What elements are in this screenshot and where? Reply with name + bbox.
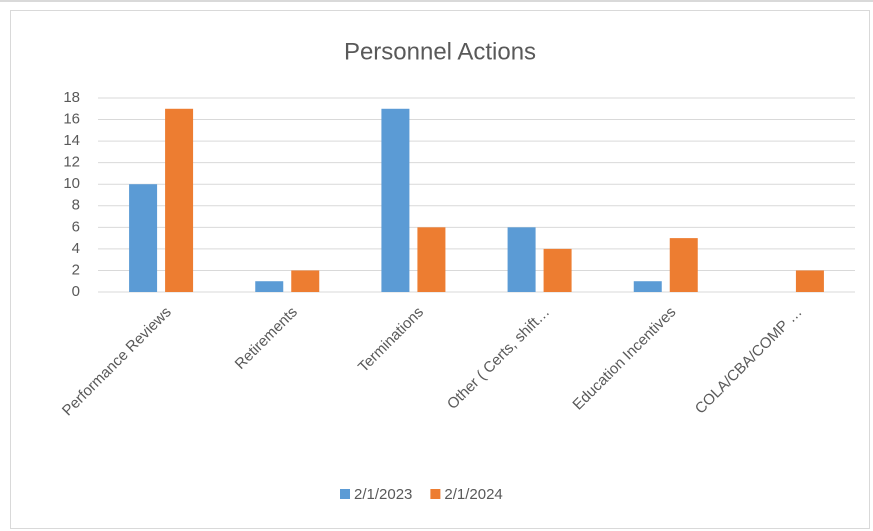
bar xyxy=(165,108,194,293)
y-tick-label: 10 xyxy=(63,175,80,192)
bar xyxy=(381,108,410,293)
bar xyxy=(417,227,446,292)
bar xyxy=(795,270,824,292)
legend-label: 2/1/2024 xyxy=(444,486,502,503)
bar xyxy=(291,270,320,292)
window-edge xyxy=(0,0,873,2)
legend-swatch xyxy=(340,489,350,499)
chart-title: Personnel Actions xyxy=(344,38,536,65)
bar xyxy=(669,238,698,292)
y-tick-label: 18 xyxy=(63,89,80,106)
bar xyxy=(129,184,158,292)
bar xyxy=(633,281,662,292)
legend-swatch xyxy=(430,489,441,499)
y-tick-label: 8 xyxy=(72,197,80,214)
y-tick-label: 2 xyxy=(72,261,80,278)
legend-label: 2/1/2023 xyxy=(354,486,412,503)
y-tick-label: 6 xyxy=(72,218,80,235)
y-tick-label: 4 xyxy=(72,240,80,257)
bar xyxy=(543,248,572,292)
bar xyxy=(255,281,284,292)
y-tick-label: 16 xyxy=(63,111,80,128)
y-tick-label: 14 xyxy=(63,132,80,149)
y-tick-label: 0 xyxy=(72,283,80,300)
bar xyxy=(507,227,536,292)
y-tick-label: 12 xyxy=(63,154,80,171)
